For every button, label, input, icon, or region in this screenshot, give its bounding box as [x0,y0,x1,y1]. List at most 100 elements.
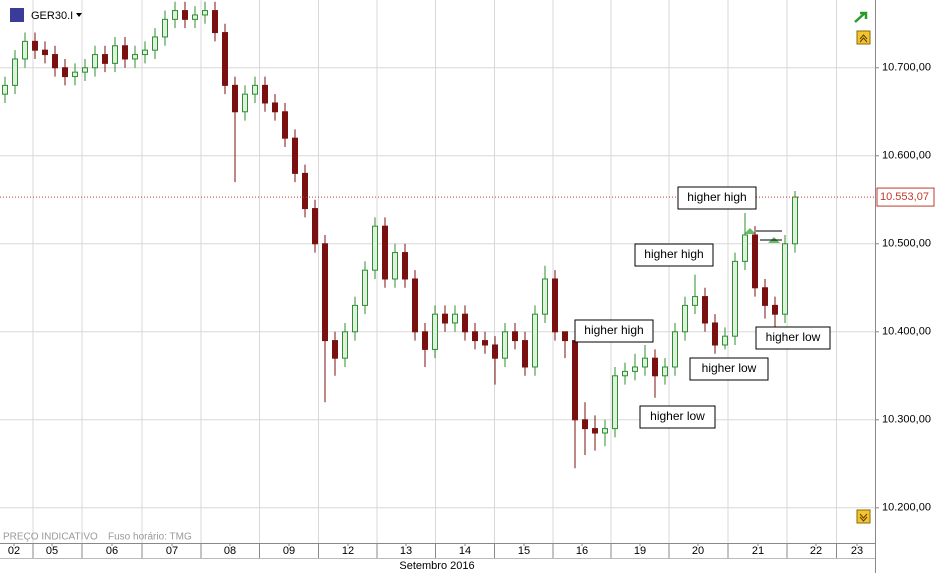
annotation-box [574,319,654,343]
x-tick-label: 12 [342,545,354,557]
candle-body [532,313,538,368]
candle-body [452,313,458,324]
x-axis-title: Setembro 2016 [399,560,474,572]
candle-body [602,428,608,434]
candle-body [262,84,268,104]
annotation-box [639,405,716,429]
x-tick-label: 20 [692,545,704,557]
candle-body [652,357,658,377]
candle-body [712,322,718,346]
annotation: higher high [644,247,703,261]
candle-body [612,375,618,430]
candle-body [672,331,678,368]
x-tick-label: 06 [106,545,118,557]
candle-body [572,340,578,421]
candle-body [512,331,518,342]
x-tick-label: 09 [283,545,295,557]
annotation: higher high [584,323,643,337]
x-tick-label: 14 [459,545,471,557]
candle-body [582,419,588,430]
candle-body [372,225,378,271]
candle-body [472,331,478,342]
candle-body [12,58,18,86]
candle-body [722,335,728,346]
scroll-down[interactable] [856,509,871,524]
y-tick-label: 10.200,00 [882,502,931,514]
scroll-up-arrow [859,34,868,43]
candle-body [392,252,398,280]
candle-body [382,225,388,280]
annotation: higher low [650,409,705,423]
candle-body [272,102,278,113]
candle-body [52,54,58,69]
candle-body [682,304,688,333]
candle-body [322,243,328,342]
candle-body [202,10,208,16]
candle-body [72,71,78,78]
x-tick-label: 16 [576,545,588,557]
candle-body [252,84,258,95]
candle-body [502,331,508,359]
candle-body [462,313,468,333]
footer-note: PREÇO INDICATIVO [3,532,98,543]
price-label: 10.553,07 [880,191,929,203]
trend-icon[interactable] [854,11,868,23]
candle-body [292,137,298,174]
x-tick-label: 08 [224,545,236,557]
candle-body [492,344,498,359]
candle-body [762,287,768,306]
annotation-box [755,326,831,350]
timezone: Fuso horário: TMG [108,532,192,543]
annotation-box [634,243,714,267]
markers [744,228,780,243]
candle-body [172,10,178,20]
symbol-dropdown[interactable] [76,13,82,17]
annotation-box [677,186,757,210]
candle-body [162,18,168,38]
candle-body [622,370,628,377]
y-tick-label: 10.500,00 [882,238,931,250]
candle-body [352,304,358,333]
y-tick-label: 10.700,00 [882,62,931,74]
candle-body [632,366,638,372]
y-tick-label: 10.400,00 [882,326,931,338]
x-tick-label: 23 [851,545,863,557]
x-tick-label: 05 [46,545,58,557]
x-tick-label: 13 [400,545,412,557]
x-tick-label: 22 [810,545,822,557]
candle-body [112,45,118,64]
candle-body [342,331,348,359]
candle-body [142,49,148,56]
x-tick-label: 21 [752,545,764,557]
candle-body [302,172,308,210]
x-tick-label: 02 [8,545,20,557]
candle-body [152,36,158,51]
candle-body [542,278,548,315]
candle-body [122,45,128,60]
candle-body [232,84,238,113]
candle-body [62,67,68,78]
candle-body [732,260,738,337]
candle-body [752,234,758,289]
x-tick-label: 19 [634,545,646,557]
annotation-box [689,357,769,381]
symbol-icon [10,8,24,22]
x-tick-label: 15 [518,545,530,557]
candle-body [212,10,218,34]
candle-body [2,84,8,95]
candle-body [522,340,528,368]
candle-body [482,340,488,346]
candle-body [662,366,668,377]
symbol[interactable]: GER30.I [31,10,73,22]
candle-body [792,196,798,245]
candle-body [242,93,248,113]
annotation: higher low [766,330,821,344]
candle-body [562,331,568,342]
candle-body [782,243,788,315]
candle-body [412,278,418,333]
candle-body [332,340,338,359]
candle-body [22,40,28,60]
candle-body [692,296,698,306]
candle-body [92,54,98,69]
